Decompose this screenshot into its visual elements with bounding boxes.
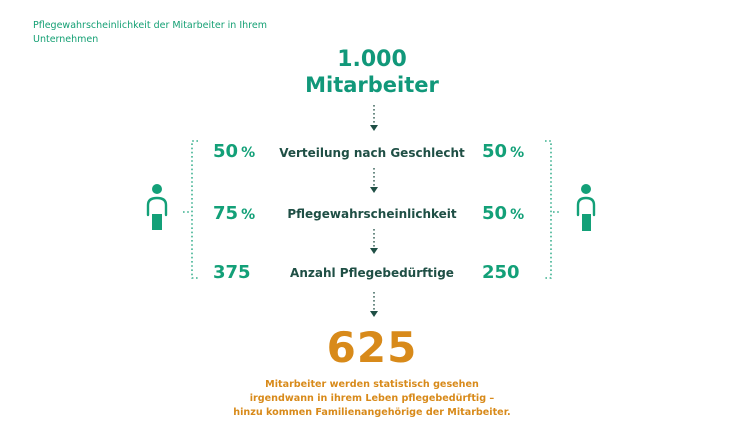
arrow-probability-to-count	[370, 229, 378, 254]
left-bracket	[191, 140, 198, 279]
arrow-gender-to-probability	[370, 168, 378, 193]
men-care-count-value: 250	[482, 262, 520, 283]
flow-arrows	[370, 105, 378, 317]
row-label-care-count: Anzahl Pflegebedürftige	[290, 266, 454, 280]
heading: Pflegewahrscheinlichkeit der Mitarbeiter…	[33, 20, 267, 45]
result-line: Mitarbeiter werden statistisch gesehen	[265, 379, 479, 390]
men-care-probability-value: 50%	[482, 203, 525, 224]
result-line: irgendwann in ihrem Leben pflegebedürfti…	[249, 393, 495, 404]
result-line: hinzu kommen Familienangehörige der Mita…	[233, 407, 511, 418]
women-care-count-value: 375	[213, 262, 251, 283]
row-label-gender: Verteilung nach Geschlecht	[279, 146, 465, 160]
women-care-probability-value: 75%	[213, 203, 256, 224]
arrow-count-to-result	[370, 292, 378, 317]
women-share-value: 50%	[213, 141, 256, 162]
result-description: Mitarbeiter werden statistisch gesehen i…	[172, 378, 572, 420]
right-bracket	[545, 140, 552, 279]
men-share-value: 50%	[482, 141, 525, 162]
female-person-icon	[146, 184, 168, 230]
total-employees-value: 1.000	[337, 47, 407, 72]
total-employees-label: Mitarbeiter	[305, 73, 439, 97]
row-label-care-probability: Pflegewahrscheinlichkeit	[287, 207, 457, 221]
result-value: 625	[326, 323, 418, 372]
male-person-icon	[576, 184, 596, 231]
arrow-total-to-gender	[370, 105, 378, 131]
